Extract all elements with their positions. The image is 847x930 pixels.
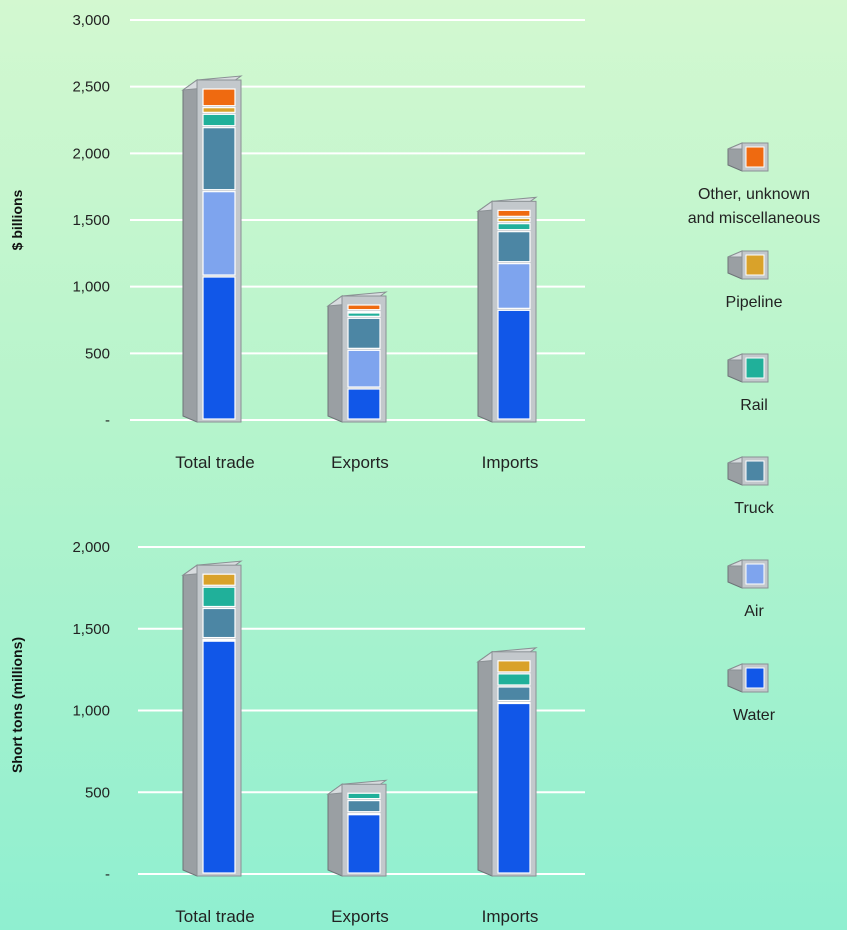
legend-item-air: Air: [727, 559, 769, 620]
bar-segment-rail: [497, 673, 531, 686]
stacked-bar: [181, 75, 243, 423]
y-tick-label: 2,000: [72, 539, 110, 556]
y-tick-label: 3,000: [72, 12, 110, 29]
bar-segment-other: [347, 304, 381, 311]
legend-label: Water: [733, 707, 776, 724]
x-category-label: Total trade: [175, 453, 254, 472]
bar-segment-pipeline: [202, 573, 236, 586]
bar-segment-air: [497, 263, 531, 309]
bar-segment-truck: [347, 317, 381, 349]
legend-item-water: Water: [727, 663, 776, 724]
y-tick-label: 1,500: [72, 212, 110, 229]
bar-segment-truck: [347, 800, 381, 813]
y-tick-label: 1,500: [72, 621, 110, 638]
bar-segment-air: [347, 813, 381, 816]
legend-item-truck: Truck: [727, 456, 775, 517]
bar-segment-pipeline: [347, 311, 381, 314]
x-category-label: Exports: [331, 907, 389, 926]
legend-label: Pipeline: [726, 294, 783, 311]
bar-segment-truck: [202, 127, 236, 191]
bar-segment-pipeline: [497, 660, 531, 673]
legend-swatch-color: [745, 357, 765, 379]
bar-segment-other: [497, 209, 531, 217]
x-category-label: Imports: [482, 453, 539, 472]
bar-side-face: [477, 200, 493, 423]
stacked-bar: [476, 647, 538, 877]
y-tick-label: 500: [85, 784, 110, 801]
bar-segment-rail: [497, 223, 531, 231]
bar-side-face: [327, 295, 343, 423]
legend-label: Other, unknown: [698, 186, 810, 203]
bar-side-face: [477, 650, 493, 877]
bar-segment-truck: [497, 231, 531, 263]
bar-segment-air: [202, 638, 236, 642]
y-tick-label: -: [105, 412, 110, 429]
bar-segment-water: [202, 276, 236, 420]
x-category-label: Total trade: [175, 907, 254, 926]
bar-segment-pipeline: [202, 107, 236, 113]
stacked-bar: [326, 291, 388, 423]
stacked-bar: [476, 196, 538, 423]
legend-label: Air: [744, 603, 764, 620]
bar-segment-other: [202, 88, 236, 107]
y-tick-label: 500: [85, 345, 110, 362]
stacked-bar: [181, 560, 243, 877]
bar-segment-truck: [202, 607, 236, 639]
x-category-label: Imports: [482, 907, 539, 926]
bar-segment-water: [347, 813, 381, 874]
legend-swatch-color: [745, 563, 765, 585]
bar-side-face: [182, 564, 198, 877]
bar-segment-truck: [497, 686, 531, 702]
stacked-bar: [326, 779, 388, 877]
bar-side-face: [327, 783, 343, 877]
legend-swatch-color: [745, 146, 765, 168]
y-axis-label: $ billions: [9, 189, 25, 250]
bar-segment-air: [497, 701, 531, 705]
legend: Other, unknown and miscellaneous Pipeline R…: [688, 142, 821, 724]
legend-swatch-color: [745, 254, 765, 276]
legend-swatch-color: [745, 667, 765, 689]
bar-segment-water: [202, 640, 236, 874]
legend-label: and miscellaneous: [688, 210, 821, 227]
y-tick-label: 1,000: [72, 703, 110, 720]
legend-label: Truck: [734, 500, 774, 517]
legend-label: Rail: [740, 397, 768, 414]
legend-item-other: Other, unknown and miscellaneous: [688, 142, 821, 227]
y-tick-label: -: [105, 866, 110, 883]
bar-segment-water: [347, 388, 381, 420]
x-category-label: Exports: [331, 453, 389, 472]
bar-segment-air: [347, 349, 381, 388]
y-tick-label: 2,000: [72, 145, 110, 162]
bar-segment-rail: [347, 792, 381, 800]
tonnage-chart: - 500 1,000 1,500 2,000 Short tons (millions)…: [9, 539, 585, 926]
bar-segment-rail: [202, 113, 236, 127]
legend-item-pipeline: Pipeline: [726, 250, 783, 311]
legend-item-rail: Rail: [727, 353, 769, 414]
legend-swatch-color: [745, 460, 765, 482]
bar-segment-pipeline: [497, 217, 531, 223]
y-axis-label: Short tons (millions): [9, 637, 25, 773]
bar-side-face: [182, 79, 198, 423]
y-tick-label: 2,500: [72, 79, 110, 96]
bar-segment-water: [497, 309, 531, 420]
value-chart: - 500 1,000 1,500 2,000 2,500 3,000 $ billions T…: [9, 12, 585, 472]
bar-segment-water: [497, 702, 531, 874]
bar-segment-rail: [202, 586, 236, 608]
bar-segment-rail: [347, 312, 381, 317]
bar-segment-air: [202, 191, 236, 276]
y-tick-label: 1,000: [72, 279, 110, 296]
